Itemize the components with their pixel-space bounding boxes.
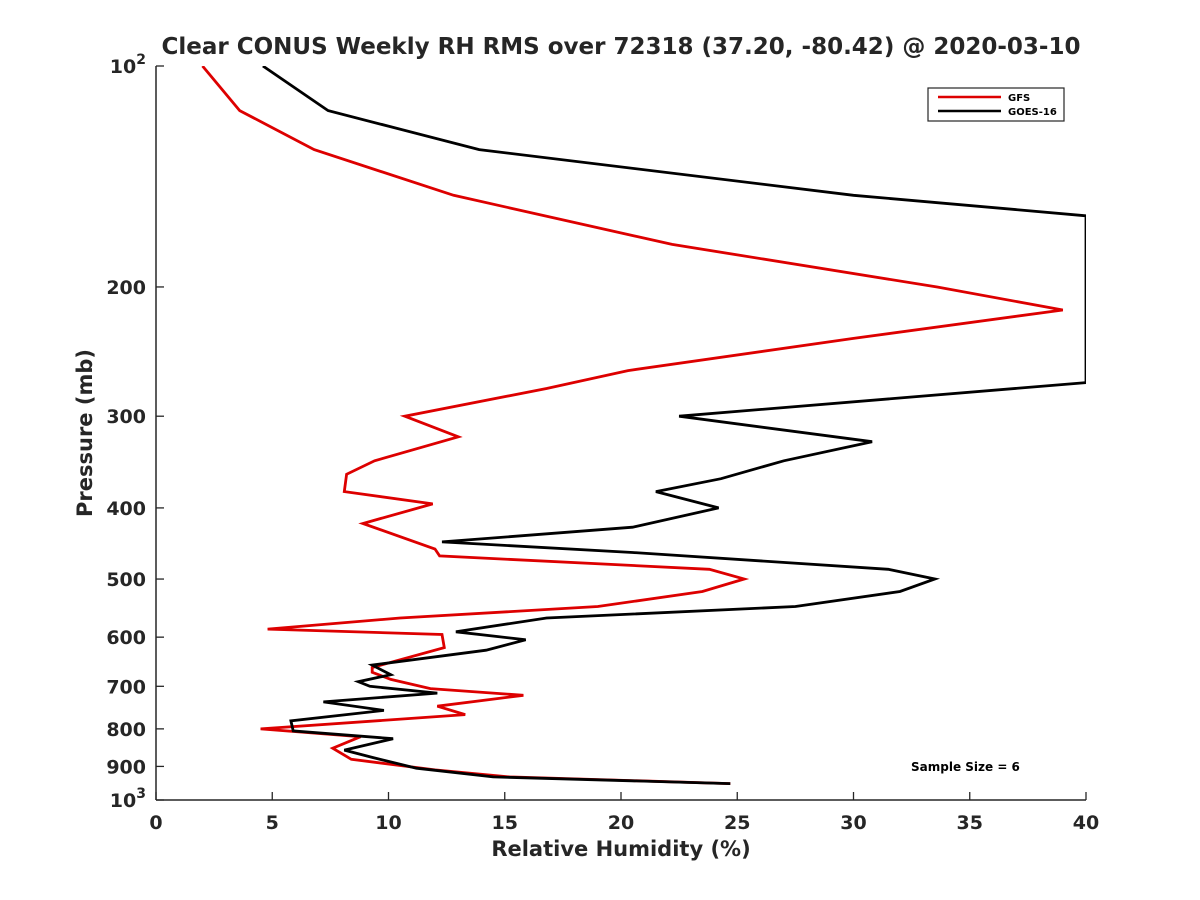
- y-tick-label: 102: [110, 52, 146, 78]
- y-axis-label: Pressure (mb): [73, 349, 97, 517]
- y-tick-label: 400: [106, 498, 146, 520]
- y-tick-label: 500: [106, 569, 146, 591]
- x-tick-group: 0 5 10 15 20 25 30 35 40: [149, 792, 1099, 834]
- legend-box: [927, 87, 1065, 122]
- x-tick-label: 15: [492, 812, 518, 834]
- y-tick-label: 103: [110, 786, 146, 812]
- x-tick-label: 20: [608, 812, 634, 834]
- x-axis-label: Relative Humidity (%): [491, 837, 750, 861]
- sample-size-annotation: Sample Size = 6: [911, 760, 1020, 774]
- y-tick-label: 300: [106, 406, 146, 428]
- y-tick-group: 102 200 300 400 500 600 700 800 900 103: [106, 52, 164, 812]
- series-line-gfs: [201, 66, 1064, 785]
- x-tick-label: 0: [149, 812, 162, 834]
- y-tick-label: 800: [106, 719, 146, 741]
- y-tick-label: 600: [106, 627, 146, 649]
- legend-label-gfs: GFS: [1008, 93, 1030, 104]
- x-tick-label: 30: [840, 812, 866, 834]
- x-tick-label: 25: [724, 812, 750, 834]
- y-tick-label: 900: [106, 756, 146, 778]
- x-tick-label: 40: [1073, 812, 1099, 834]
- x-tick-label: 10: [375, 812, 401, 834]
- legend: GFS GOES-16: [927, 87, 1065, 122]
- y-tick-label: 700: [106, 676, 146, 698]
- x-tick-label: 35: [957, 812, 983, 834]
- series-layer: [201, 66, 1086, 785]
- series-line-goes16: [262, 66, 1086, 785]
- chart-title: Clear CONUS Weekly RH RMS over 72318 (37…: [162, 34, 1081, 60]
- x-tick-label: 5: [266, 812, 279, 834]
- plot-area: [156, 66, 1086, 800]
- legend-label-goes16: GOES-16: [1008, 107, 1057, 118]
- y-tick-label: 200: [106, 277, 146, 299]
